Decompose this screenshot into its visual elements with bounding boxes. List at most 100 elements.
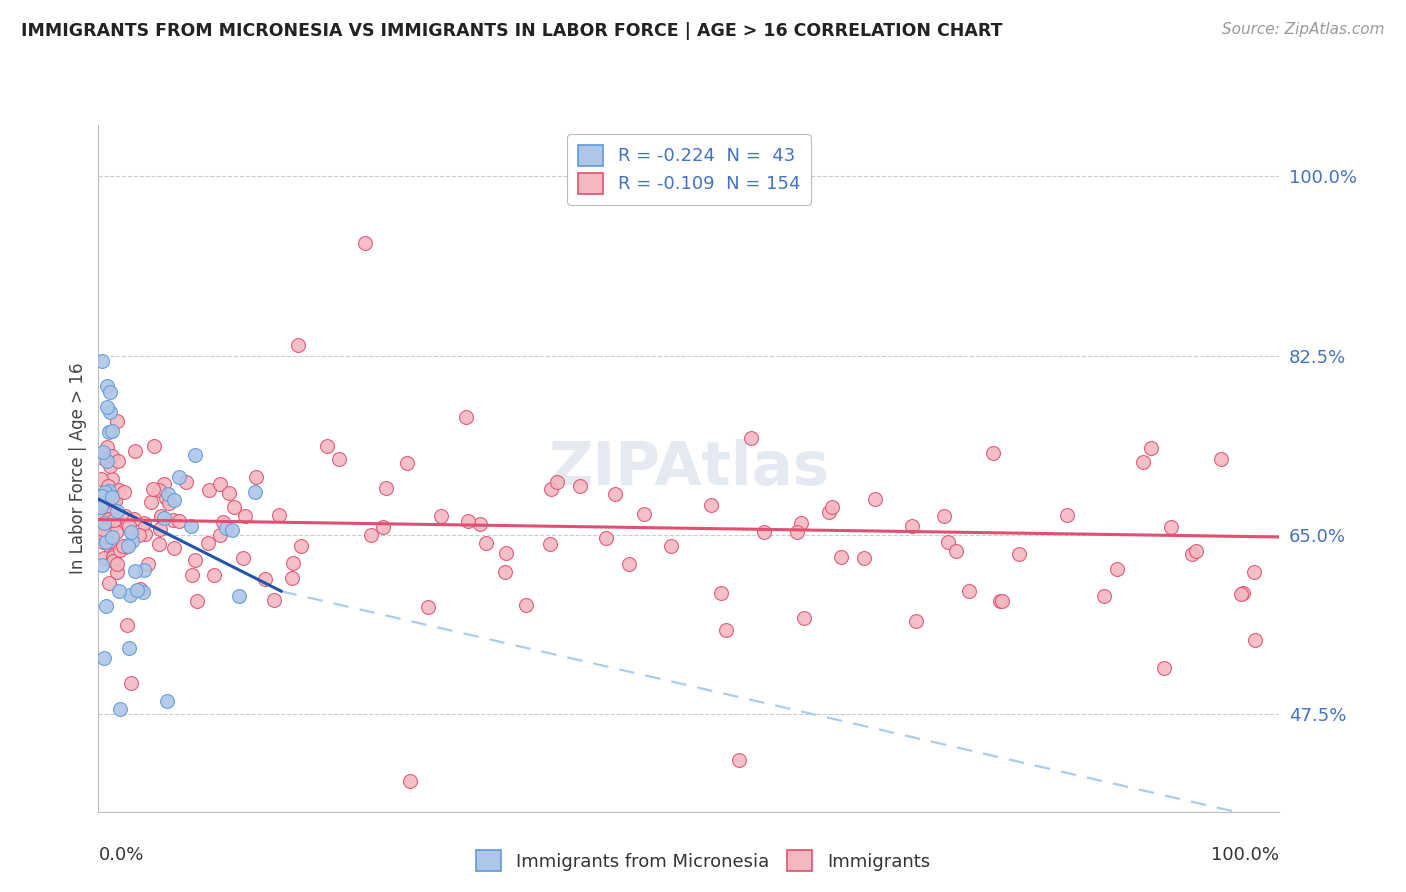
Point <box>91 445 114 459</box>
Point <box>153 510 176 524</box>
Point <box>96 516 118 530</box>
Point <box>474 535 496 549</box>
Point <box>830 549 852 564</box>
Point <box>96 400 118 414</box>
Point <box>115 617 138 632</box>
Point <box>395 456 418 470</box>
Point <box>117 539 139 553</box>
Point <box>101 449 124 463</box>
Point <box>936 535 959 549</box>
Point <box>253 573 276 587</box>
Point <box>149 522 172 536</box>
Point <box>181 568 204 582</box>
Point <box>105 504 128 518</box>
Point <box>103 554 125 568</box>
Point <box>865 492 887 507</box>
Point <box>100 490 122 504</box>
Point <box>901 519 924 533</box>
Point <box>494 565 516 579</box>
Point <box>281 556 304 570</box>
Point <box>1140 441 1163 455</box>
Point <box>96 441 118 455</box>
Legend: Immigrants from Micronesia, Immigrants: Immigrants from Micronesia, Immigrants <box>468 843 938 879</box>
Point <box>162 513 184 527</box>
Point <box>93 522 115 536</box>
Point <box>714 623 737 637</box>
Point <box>197 483 219 498</box>
Point <box>245 469 267 483</box>
Point <box>169 514 191 528</box>
Text: IMMIGRANTS FROM MICRONESIA VS IMMIGRANTS IN LABOR FORCE | AGE > 16 CORRELATION C: IMMIGRANTS FROM MICRONESIA VS IMMIGRANTS… <box>21 22 1002 40</box>
Point <box>1153 661 1175 675</box>
Point <box>101 518 124 533</box>
Point <box>94 529 117 543</box>
Point <box>821 500 844 514</box>
Point <box>353 235 375 250</box>
Point <box>180 518 202 533</box>
Point <box>790 516 813 530</box>
Text: 100.0%: 100.0% <box>1212 846 1279 864</box>
Point <box>96 454 118 468</box>
Point <box>316 439 339 453</box>
Point <box>169 470 191 484</box>
Point <box>96 379 118 393</box>
Point <box>457 515 479 529</box>
Point <box>122 512 145 526</box>
Point <box>605 487 627 501</box>
Point <box>90 527 112 541</box>
Point <box>124 444 146 458</box>
Point <box>91 535 114 549</box>
Point <box>90 510 112 524</box>
Point <box>1181 547 1204 561</box>
Point <box>141 495 163 509</box>
Point <box>360 527 382 541</box>
Point <box>101 424 124 438</box>
Point <box>148 483 170 497</box>
Point <box>633 507 655 521</box>
Point <box>132 516 155 530</box>
Point <box>96 527 118 541</box>
Point <box>98 459 121 474</box>
Point <box>108 584 131 599</box>
Point <box>97 512 120 526</box>
Point <box>659 539 682 553</box>
Point <box>468 517 491 532</box>
Point <box>290 539 312 553</box>
Point <box>1092 590 1115 604</box>
Point <box>128 528 150 542</box>
Point <box>100 543 122 558</box>
Point <box>112 485 135 500</box>
Point <box>118 588 141 602</box>
Point <box>91 496 114 510</box>
Point <box>120 675 142 690</box>
Point <box>1105 562 1128 576</box>
Point <box>162 541 184 556</box>
Point <box>1232 586 1254 600</box>
Point <box>127 583 149 598</box>
Point <box>91 508 114 523</box>
Point <box>90 500 112 514</box>
Point <box>134 526 156 541</box>
Point <box>157 496 180 510</box>
Point <box>232 550 254 565</box>
Point <box>136 557 159 571</box>
Point <box>98 502 121 516</box>
Point <box>176 475 198 490</box>
Point <box>793 611 815 625</box>
Point <box>728 754 751 768</box>
Point <box>98 405 121 419</box>
Point <box>1007 547 1029 561</box>
Point <box>184 553 207 567</box>
Point <box>101 530 124 544</box>
Point <box>101 550 124 565</box>
Point <box>108 702 131 716</box>
Point <box>540 483 562 497</box>
Point <box>94 535 117 549</box>
Point <box>93 651 115 665</box>
Point <box>93 451 115 466</box>
Point <box>495 546 517 560</box>
Point <box>105 557 128 571</box>
Point <box>93 516 115 531</box>
Point <box>224 500 246 515</box>
Point <box>754 524 776 539</box>
